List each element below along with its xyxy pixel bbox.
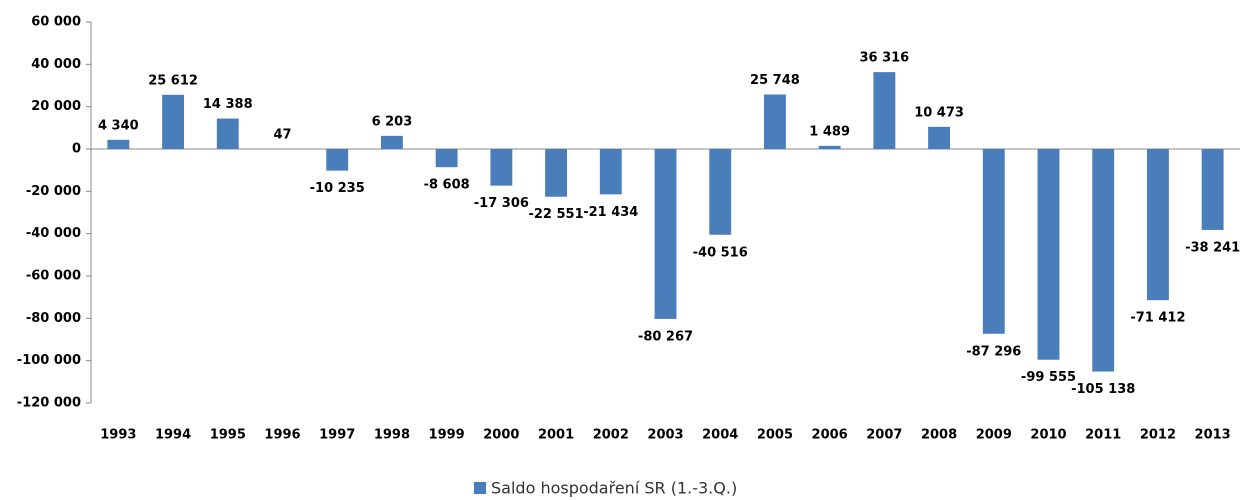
bar bbox=[435, 149, 458, 168]
y-tick-label: 60 000 bbox=[31, 15, 81, 30]
x-tick-label: 1998 bbox=[374, 428, 410, 443]
bar bbox=[1146, 149, 1169, 301]
bar bbox=[982, 149, 1005, 334]
x-tick-label: 2013 bbox=[1195, 428, 1231, 443]
bar bbox=[162, 94, 185, 149]
bar bbox=[216, 118, 239, 149]
data-label: -71 412 bbox=[1130, 311, 1185, 326]
y-tick-label: -60 000 bbox=[26, 269, 81, 284]
y-tick-label: -80 000 bbox=[26, 311, 81, 326]
data-label: -38 241 bbox=[1185, 240, 1240, 255]
y-tick-label: -100 000 bbox=[17, 353, 81, 368]
legend-text: Saldo hospodaření SR (1.-3.Q.) bbox=[491, 479, 737, 498]
data-label: -21 434 bbox=[583, 205, 638, 220]
bar bbox=[709, 149, 732, 235]
data-label: -40 516 bbox=[693, 245, 748, 260]
data-label: 4 340 bbox=[98, 118, 139, 133]
bar bbox=[873, 72, 896, 149]
data-label: -8 608 bbox=[424, 178, 470, 193]
bar bbox=[490, 149, 513, 186]
x-tick-label: 1993 bbox=[100, 428, 136, 443]
x-tick-label: 2000 bbox=[483, 428, 519, 443]
y-tick-label: 0 bbox=[72, 142, 81, 157]
y-tick-label: 20 000 bbox=[31, 99, 81, 114]
x-tick-label: 2012 bbox=[1140, 428, 1176, 443]
data-label: 25 748 bbox=[750, 73, 800, 88]
x-tick-label: 2007 bbox=[866, 428, 902, 443]
x-tick-label: 2006 bbox=[812, 428, 848, 443]
x-tick-label: 2005 bbox=[757, 428, 793, 443]
x-tick-label: 2001 bbox=[538, 428, 574, 443]
data-label: 6 203 bbox=[372, 114, 413, 129]
bar bbox=[1092, 149, 1115, 372]
bar bbox=[545, 149, 568, 197]
x-tick-label: 1995 bbox=[210, 428, 246, 443]
x-tick-label: 2008 bbox=[921, 428, 957, 443]
legend-swatch bbox=[474, 482, 486, 494]
bar bbox=[654, 149, 677, 319]
data-label: 25 612 bbox=[148, 73, 198, 88]
data-label: 10 473 bbox=[914, 105, 964, 120]
x-tick-label: 1994 bbox=[155, 428, 191, 443]
data-label: -99 555 bbox=[1021, 370, 1076, 385]
x-tick-label: 1999 bbox=[429, 428, 465, 443]
y-tick-label: -40 000 bbox=[26, 226, 81, 241]
bar bbox=[326, 149, 349, 171]
y-tick-label: -120 000 bbox=[17, 396, 81, 411]
y-tick-label: 40 000 bbox=[31, 57, 81, 72]
bar bbox=[380, 135, 403, 149]
bar bbox=[763, 94, 786, 149]
x-tick-label: 2004 bbox=[702, 428, 738, 443]
data-label: 1 489 bbox=[809, 124, 850, 139]
x-tick-label: 1997 bbox=[319, 428, 355, 443]
bar bbox=[1201, 149, 1224, 230]
bar bbox=[107, 139, 130, 149]
data-label: -22 551 bbox=[528, 207, 583, 222]
bar bbox=[599, 149, 622, 195]
data-label: 36 316 bbox=[859, 51, 909, 66]
x-tick-label: 2002 bbox=[593, 428, 629, 443]
data-label: -17 306 bbox=[474, 196, 529, 211]
x-tick-label: 1996 bbox=[264, 428, 300, 443]
x-tick-label: 2003 bbox=[647, 428, 683, 443]
data-label: 14 388 bbox=[203, 97, 253, 112]
bar bbox=[818, 145, 841, 149]
data-label: -80 267 bbox=[638, 329, 693, 344]
x-tick-label: 2011 bbox=[1085, 428, 1121, 443]
data-label: -87 296 bbox=[966, 344, 1021, 359]
y-tick-label: -20 000 bbox=[26, 184, 81, 199]
bar bbox=[928, 126, 951, 149]
x-tick-label: 2009 bbox=[976, 428, 1012, 443]
bar bbox=[1037, 149, 1060, 360]
x-tick-label: 2010 bbox=[1030, 428, 1066, 443]
data-label: 47 bbox=[273, 127, 291, 142]
data-label: -10 235 bbox=[310, 181, 365, 196]
data-label: -105 138 bbox=[1071, 382, 1135, 397]
